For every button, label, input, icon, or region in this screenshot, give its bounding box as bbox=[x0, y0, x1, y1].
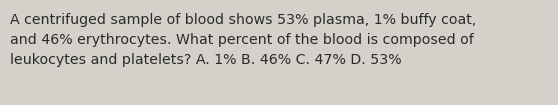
Text: A centrifuged sample of blood shows 53% plasma, 1% buffy coat,
and 46% erythrocy: A centrifuged sample of blood shows 53% … bbox=[10, 13, 477, 67]
